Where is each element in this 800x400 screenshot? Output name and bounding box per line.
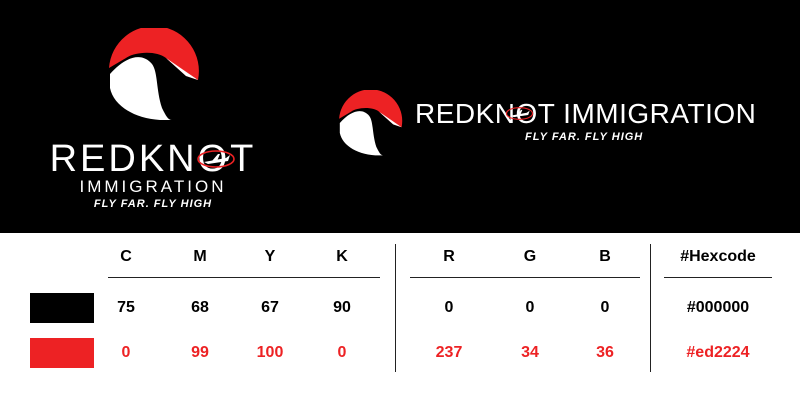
value-m: 99 <box>191 344 209 361</box>
header-divider-hex <box>664 277 772 278</box>
value-g: 34 <box>521 344 539 361</box>
header-b: B <box>599 248 611 265</box>
value-k: 0 <box>337 344 347 361</box>
column-divider <box>650 244 651 372</box>
header-hexcode: #Hexcode <box>680 248 756 265</box>
value-c: 75 <box>117 299 135 316</box>
airplane-orbit-icon <box>505 107 534 120</box>
value-m: 68 <box>191 299 209 316</box>
value-b: 36 <box>596 344 614 361</box>
value-r: 237 <box>435 344 463 361</box>
header-divider-cmyk <box>108 277 380 278</box>
value-hexcode: #000000 <box>686 299 750 316</box>
brand-name: REDKNOT <box>49 138 257 180</box>
value-r: 0 <box>444 299 454 316</box>
value-hexcode: #ed2224 <box>686 344 750 361</box>
value-g: 0 <box>525 299 535 316</box>
value-b: 0 <box>600 299 610 316</box>
brand-full-name: REDKNOT IMMIGRATION <box>415 98 757 129</box>
value-c: 0 <box>121 344 131 361</box>
header-m: M <box>193 248 207 265</box>
bird-head-icon <box>339 90 403 156</box>
brand-tagline: FLY FAR. FLY HIGH <box>93 198 213 210</box>
color-swatch-red <box>30 338 94 368</box>
value-y: 67 <box>261 299 279 316</box>
header-g: G <box>523 248 537 265</box>
logo-banner: REDKNOT IMMIGRATION FLY FAR. FLY HIGH RE… <box>0 0 800 233</box>
header-y: Y <box>264 248 276 265</box>
brand-tagline: FLY FAR. FLY HIGH <box>525 131 644 143</box>
header-c: C <box>120 248 132 265</box>
color-swatch-black <box>30 293 94 323</box>
header-divider-rgb <box>410 277 640 278</box>
value-y: 100 <box>256 344 284 361</box>
bird-head-icon <box>109 28 199 120</box>
column-divider <box>395 244 396 372</box>
brand-subname: IMMIGRATION <box>79 177 227 196</box>
header-k: K <box>336 248 348 265</box>
header-r: R <box>443 248 455 265</box>
airplane-orbit-icon <box>197 150 235 168</box>
value-k: 90 <box>333 299 351 316</box>
